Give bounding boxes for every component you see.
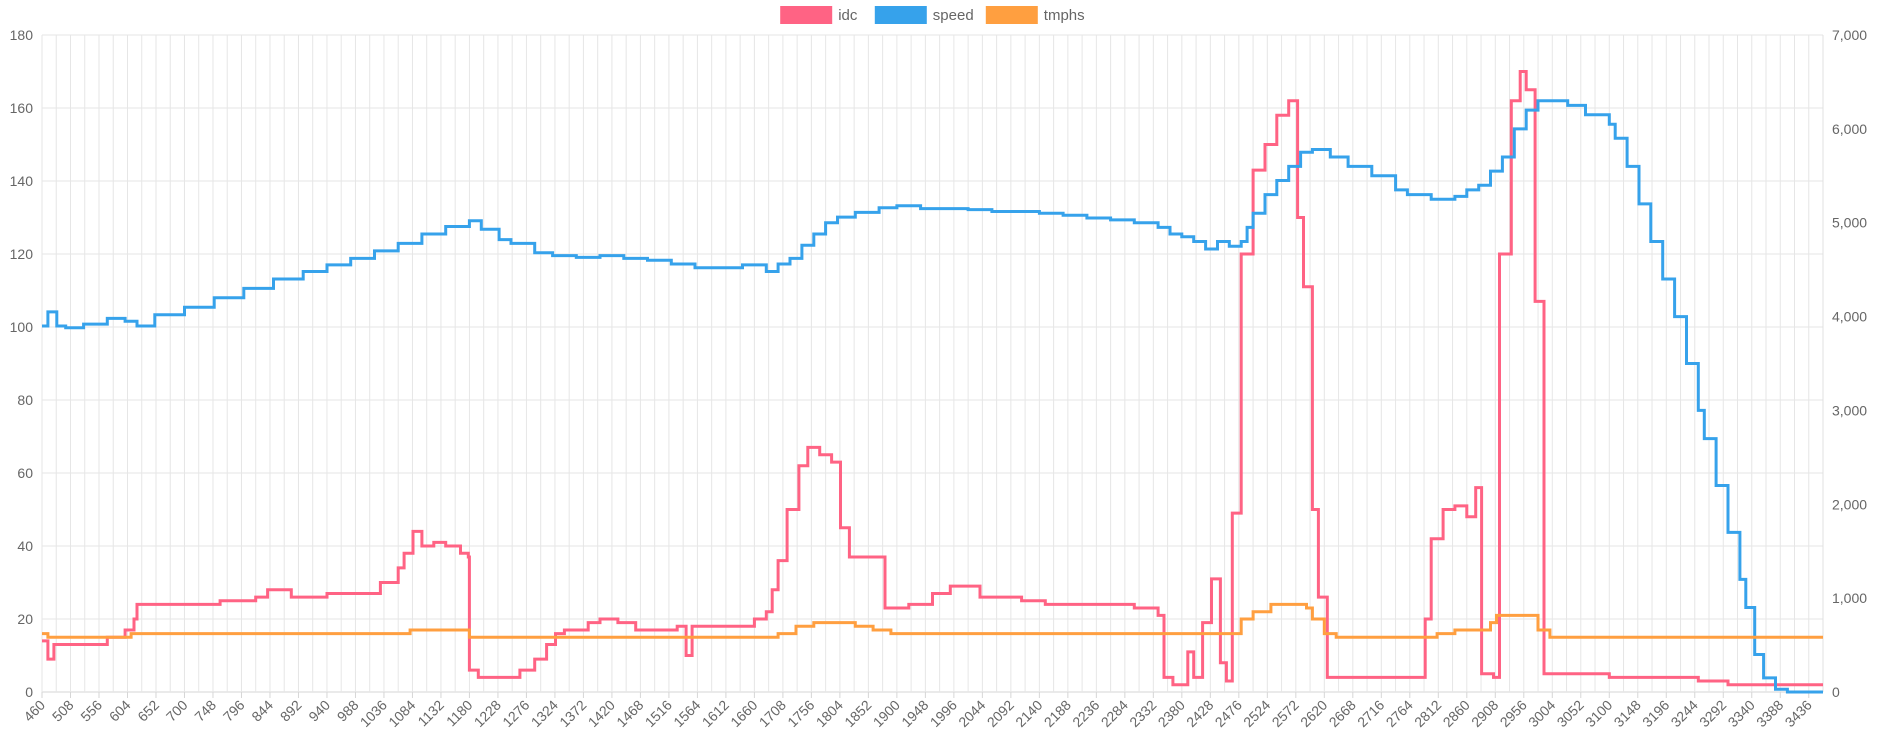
x-tick-label: 2092	[984, 697, 1017, 730]
x-tick-label: 1180	[443, 697, 476, 730]
series-line-speed	[42, 99, 1823, 694]
x-tick-label: 2620	[1297, 697, 1330, 730]
legend-label: idc	[838, 7, 858, 24]
x-tick-label: 3388	[1753, 697, 1786, 730]
x-tick-label: 2572	[1269, 697, 1302, 730]
y-right-tick-label: 4,000	[1832, 309, 1867, 325]
x-tick-label: 3436	[1782, 697, 1815, 730]
x-tick-label: 3004	[1525, 697, 1558, 730]
x-tick-label: 3148	[1611, 697, 1644, 730]
x-tick-label: 796	[220, 697, 248, 725]
x-tick-label: 2428	[1183, 697, 1216, 730]
x-tick-label: 1132	[414, 697, 447, 730]
y-right-tick-label: 0	[1832, 684, 1840, 700]
axes: 0 20 40 60 80 100 120 140 160 180 0 1,000 2,000 3,000…	[10, 27, 1868, 730]
x-tick-label: 2236	[1069, 697, 1102, 730]
y-right-tick-label: 5,000	[1832, 215, 1867, 231]
x-tick-label: 1852	[841, 697, 874, 730]
x-tick-label: 2332	[1126, 697, 1159, 730]
x-tick-label: 1420	[585, 697, 618, 730]
y-left-tick-label: 100	[10, 319, 34, 335]
x-tick-label: 2188	[1041, 697, 1074, 730]
legend-swatch	[874, 6, 927, 24]
x-tick-label: 1948	[898, 697, 931, 730]
y-left-tick-label: 140	[10, 173, 34, 189]
x-tick-label: 652	[134, 697, 162, 725]
x-tick-label: 460	[20, 697, 48, 725]
series-line-idc	[42, 70, 1823, 687]
x-tick-label: 1660	[727, 697, 760, 730]
x-tick-label: 1324	[528, 697, 561, 730]
x-tick-label: 556	[77, 697, 105, 725]
legend-label: speed	[933, 7, 974, 24]
x-tick-label: 748	[191, 697, 219, 725]
x-tick-label: 1564	[670, 697, 703, 730]
x-tick-label: 3292	[1696, 697, 1729, 730]
x-tick-label: 1468	[613, 697, 646, 730]
x-tick-label: 1756	[784, 697, 817, 730]
x-tick-label: 1900	[870, 697, 903, 730]
x-tick-label: 2044	[955, 697, 988, 730]
x-tick-label: 2956	[1497, 697, 1530, 730]
x-tick-label: 940	[305, 697, 333, 725]
x-tick-label: 1276	[499, 697, 532, 730]
x-tick-label: 508	[49, 697, 77, 725]
y-left-tick-label: 160	[10, 100, 34, 116]
x-tick-label: 2668	[1326, 697, 1359, 730]
x-tick-label: 1372	[556, 697, 589, 730]
x-tick-label: 2860	[1440, 697, 1473, 730]
legend-swatch	[985, 6, 1038, 24]
x-tick-label: 3244	[1668, 697, 1701, 730]
y-left-tick-label: 80	[17, 392, 33, 408]
series	[42, 70, 1823, 694]
x-tick-label: 2380	[1155, 697, 1188, 730]
x-tick-label: 2476	[1212, 697, 1245, 730]
x-tick-label: 2908	[1468, 697, 1501, 730]
legend[interactable]: idc speed tmphs	[780, 6, 1085, 24]
x-tick-label: 2764	[1383, 697, 1416, 730]
y-right-tick-label: 7,000	[1832, 27, 1867, 43]
legend-label: tmphs	[1044, 7, 1085, 24]
x-tick-label: 3100	[1582, 697, 1615, 730]
x-tick-label: 3052	[1554, 697, 1587, 730]
legend-item-speed[interactable]: speed	[874, 6, 974, 24]
x-tick-label: 2140	[1012, 697, 1045, 730]
y-right-tick-label: 1,000	[1832, 590, 1867, 606]
y-left-tick-label: 180	[10, 27, 34, 43]
grid	[41, 34, 1824, 693]
legend-swatch	[780, 6, 833, 24]
y-right-tick-label: 2,000	[1832, 496, 1867, 512]
x-tick-label: 1036	[357, 697, 390, 730]
x-tick-label: 1612	[699, 697, 732, 730]
x-tick-label: 2524	[1240, 697, 1273, 730]
x-tick-label: 2812	[1411, 697, 1444, 730]
legend-item-tmphs[interactable]: tmphs	[985, 6, 1085, 24]
series-line-tmphs	[42, 602, 1823, 639]
x-tick-label: 2716	[1354, 697, 1387, 730]
y-left-tick-label: 20	[17, 611, 33, 627]
y-left-tick-label: 40	[17, 538, 33, 554]
x-tick-label: 1516	[642, 697, 675, 730]
y-right-tick-label: 6,000	[1832, 121, 1867, 137]
x-tick-label: 2284	[1098, 697, 1131, 730]
x-tick-label: 1708	[756, 697, 789, 730]
x-tick-label: 1084	[385, 697, 418, 730]
x-tick-label: 844	[248, 697, 276, 725]
x-tick-label: 1228	[471, 697, 504, 730]
x-tick-label: 700	[163, 697, 191, 725]
x-tick-label: 1804	[813, 697, 846, 730]
y-right-tick-label: 3,000	[1832, 402, 1867, 418]
x-tick-label: 892	[277, 697, 305, 725]
y-left-tick-label: 60	[17, 465, 33, 481]
x-tick-label: 3340	[1725, 697, 1758, 730]
y-left-tick-label: 0	[25, 684, 33, 700]
x-tick-label: 3196	[1639, 697, 1672, 730]
legend-item-idc[interactable]: idc	[780, 6, 858, 24]
x-tick-label: 1996	[927, 697, 960, 730]
y-left-tick-label: 120	[10, 246, 34, 262]
x-tick-label: 604	[106, 697, 134, 725]
